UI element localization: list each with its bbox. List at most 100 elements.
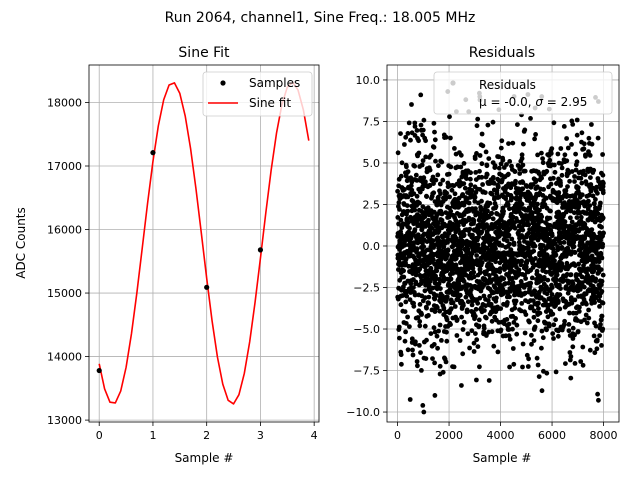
residual-point (495, 349, 501, 355)
residual-point (510, 140, 516, 146)
residual-point (424, 337, 429, 343)
residual-point (517, 171, 523, 176)
legend-samples-marker (220, 80, 226, 86)
residual-point (498, 161, 504, 167)
residual-point (460, 351, 466, 357)
residual-point (594, 184, 599, 190)
residual-point (595, 135, 601, 141)
residual-point (572, 297, 578, 303)
residual-point (474, 123, 480, 129)
residual-extreme-point (432, 393, 438, 398)
residual-point (557, 292, 563, 298)
residual-point (552, 162, 557, 168)
sine-fit-legend: Samples Sine fit (202, 71, 313, 117)
residual-point (529, 341, 534, 347)
residual-point (541, 187, 546, 192)
residual-point (408, 183, 414, 189)
residual-point (572, 174, 577, 179)
residuals-xlabel: Sample # (473, 451, 532, 465)
residual-point (581, 146, 587, 152)
residual-point (474, 253, 479, 258)
residual-point (571, 210, 577, 216)
residual-point (398, 131, 403, 137)
residual-point (573, 272, 579, 277)
sine-fit-ylabel: ADC Counts (14, 207, 28, 279)
residual-point (507, 364, 512, 370)
residuals-xtick-label: 4000 (487, 429, 515, 442)
residual-point (539, 345, 544, 351)
residual-point (505, 300, 510, 305)
residual-point (570, 336, 576, 341)
residual-point (568, 354, 574, 359)
residual-point (427, 183, 433, 189)
residual-point (449, 187, 455, 193)
residual-point (418, 122, 424, 128)
residual-point (519, 258, 524, 264)
residual-point (561, 278, 567, 283)
residual-point (540, 160, 546, 166)
residual-point (415, 232, 421, 238)
residual-point (467, 345, 472, 351)
residual-point (493, 259, 498, 265)
residual-point (509, 236, 515, 242)
residual-point (549, 146, 555, 152)
residual-point (437, 363, 443, 369)
residual-point (522, 127, 528, 133)
residual-point (581, 284, 587, 290)
residual-point (398, 302, 404, 308)
residual-point (533, 132, 538, 137)
residual-point (453, 262, 459, 268)
residual-point (536, 374, 542, 379)
residual-point (575, 185, 581, 191)
residual-point (574, 159, 580, 165)
residual-point (414, 178, 420, 183)
residual-point (414, 359, 420, 364)
sine-fit-xtick-label: 3 (257, 429, 264, 442)
residual-point (411, 285, 416, 290)
residual-point (491, 343, 497, 349)
residual-point (595, 211, 601, 217)
residual-point (405, 347, 411, 353)
residual-extreme-point (418, 92, 424, 98)
residual-point (526, 245, 531, 250)
residual-point (407, 297, 413, 302)
residual-point (567, 310, 572, 316)
residual-point (507, 206, 512, 212)
residual-point (479, 161, 485, 167)
residual-point (539, 388, 545, 394)
residual-point (567, 350, 573, 355)
residual-point (471, 340, 477, 346)
residual-point (570, 344, 576, 350)
residual-point (600, 272, 606, 278)
residual-point (445, 252, 451, 258)
residual-point (568, 295, 574, 301)
residual-point (429, 225, 435, 231)
residual-point (570, 281, 576, 287)
residual-point (414, 246, 420, 252)
residual-point (598, 267, 604, 272)
residual-point (553, 317, 558, 323)
residual-point (396, 324, 402, 330)
residuals-ytick-label: −5.0 (353, 323, 380, 336)
residual-point (555, 247, 561, 253)
residual-point (580, 362, 586, 368)
residual-point (566, 170, 571, 176)
residual-point (424, 305, 429, 311)
residual-point (601, 180, 606, 186)
residuals-axes-frame (386, 64, 620, 423)
legend-sine-fit-label: Sine fit (249, 96, 291, 110)
residual-point (533, 177, 539, 183)
residual-point (433, 158, 438, 164)
residual-point (592, 201, 597, 206)
residual-point (593, 197, 598, 202)
residual-point (498, 306, 504, 311)
residual-point (514, 322, 520, 328)
residual-point (590, 193, 596, 199)
residual-point (413, 339, 418, 345)
residual-point (587, 347, 593, 353)
residual-point (454, 236, 459, 241)
residual-point (567, 178, 572, 184)
sine-fit-plot-area (96, 81, 310, 405)
residual-point (587, 203, 593, 209)
residual-point (405, 131, 411, 136)
